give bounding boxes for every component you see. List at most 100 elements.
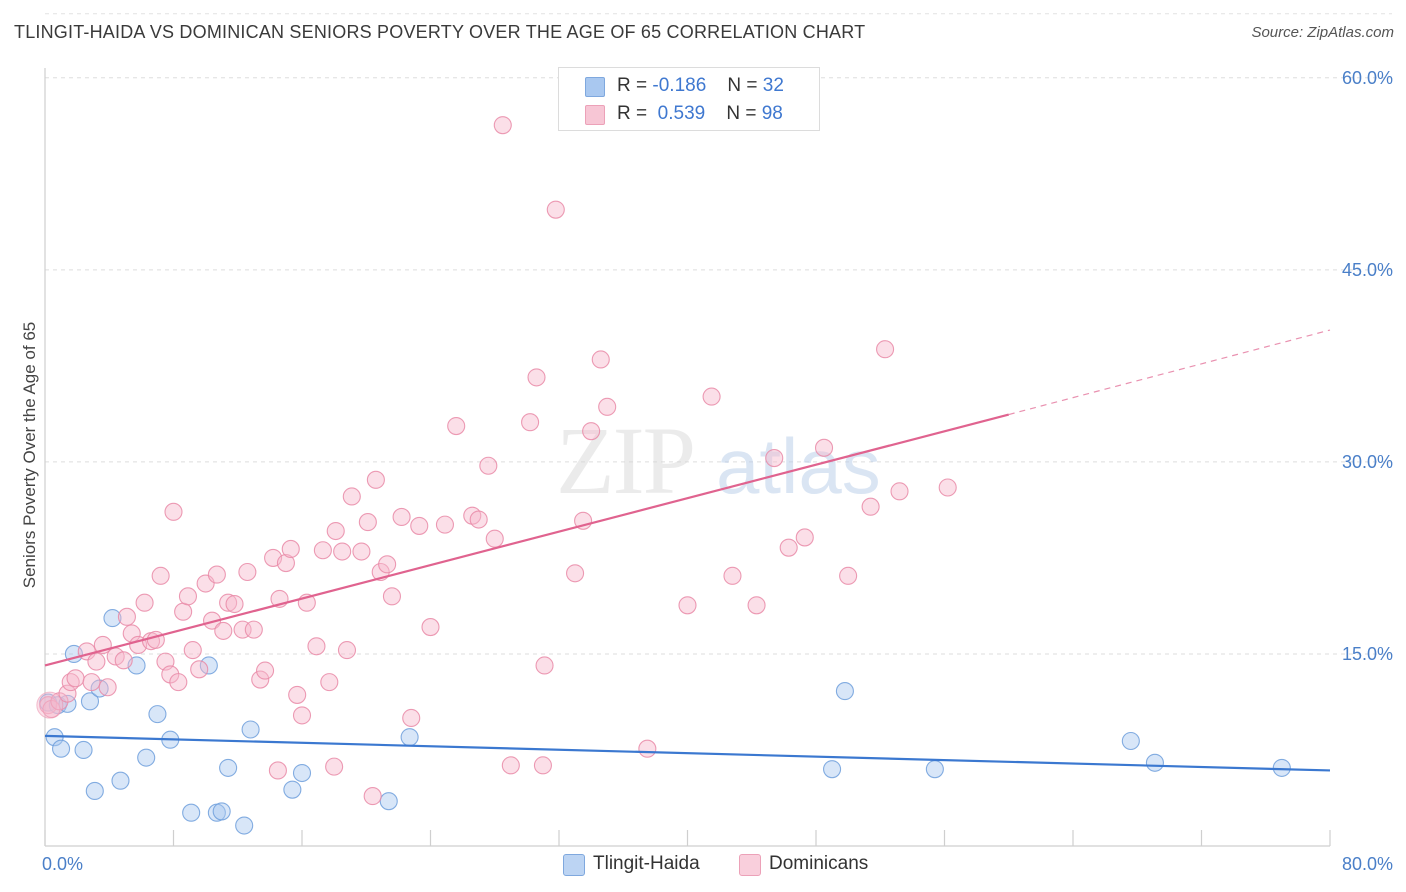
dominicans-point	[392, 507, 411, 527]
dominicans-point	[723, 566, 742, 585]
chart-title: TLINGIT-HAIDA VS DOMINICAN SENIORS POVER…	[14, 22, 866, 42]
tlingit-haida-point	[212, 802, 231, 821]
dominicans-point	[190, 660, 209, 679]
dominicans-point	[333, 542, 352, 561]
dominicans-point	[779, 538, 798, 557]
legend-label: Tlingit-Haida	[593, 853, 700, 874]
dominicans-point	[747, 596, 766, 615]
dominicans-point	[98, 678, 117, 697]
dominicans-point	[402, 708, 421, 728]
dominicans-point	[325, 757, 344, 776]
tlingit-haida-point	[182, 803, 201, 822]
dominicans-point	[876, 340, 895, 359]
dominicans-point	[183, 641, 202, 660]
legend-swatch-pink	[585, 105, 605, 125]
dominicans-point	[268, 761, 287, 780]
dominicans-point	[702, 387, 721, 406]
dominicans-point	[638, 739, 657, 758]
tlingit-haida-point	[219, 758, 238, 777]
tlingit-haida-point	[148, 705, 167, 724]
legend-r-label: R =	[617, 103, 648, 124]
dominicans-point	[288, 685, 307, 704]
tlingit-haida-point	[85, 781, 104, 800]
legend-swatch-pink	[739, 854, 761, 876]
dominicans-point	[363, 787, 382, 806]
dominicans-point	[342, 487, 361, 506]
x-tick-label: 0.0%	[42, 854, 83, 874]
dominicans-point	[535, 656, 554, 675]
dominicans-point	[58, 684, 77, 703]
tlingit-haida-trend-line	[44, 734, 1331, 772]
y-tick-label: 15.0%	[1342, 644, 1393, 664]
tlingit-haida-point	[835, 682, 854, 701]
tlingit-haida-point	[1272, 758, 1291, 777]
tlingit-haida-point	[292, 763, 312, 783]
dominicans-point	[485, 529, 504, 548]
dominicans-point	[225, 594, 244, 614]
legend-swatch-blue	[585, 77, 605, 97]
tlingit-haida-point	[823, 760, 842, 779]
dominicans-point	[36, 691, 64, 719]
legend-n-label: N =	[727, 75, 758, 96]
dominicans-point	[566, 564, 585, 583]
legend-label: Dominicans	[769, 853, 869, 874]
watermark: ZIP atlas	[556, 407, 881, 514]
dominicans-trend-line	[44, 413, 1010, 667]
tlingit-haida-point	[137, 748, 156, 767]
tlingit-haida-point	[241, 720, 260, 739]
tlingit-haida-point	[925, 760, 944, 779]
dominicans-point	[251, 670, 270, 689]
dominicans-point	[82, 673, 101, 692]
tlingit-haida-point	[283, 780, 302, 799]
dominicans-point	[861, 497, 880, 516]
dominicans-point	[151, 566, 170, 585]
dominicans-point	[591, 350, 610, 369]
dominicans-point	[890, 482, 909, 501]
dominicans-point	[169, 673, 188, 692]
dominicans-point	[479, 456, 498, 475]
dominicans-point	[174, 602, 193, 621]
tlingit-haida-point	[400, 728, 419, 747]
dominicans-point	[219, 593, 238, 612]
dominicans-point	[582, 422, 601, 441]
dominicans-point	[795, 528, 814, 547]
dominicans-point	[281, 539, 300, 559]
legend-n-value: 32	[762, 75, 784, 96]
dominicans-point	[366, 470, 385, 489]
dominicans-point	[938, 478, 957, 497]
watermark-atlas: atlas	[716, 422, 881, 510]
dominicans-point	[164, 502, 183, 521]
legend-r-value: -0.186	[652, 75, 707, 96]
trend-lines	[44, 329, 1331, 772]
dominicans-point	[117, 607, 136, 626]
legend-r-label: R =	[617, 75, 648, 96]
dominicans-point	[469, 510, 488, 529]
dominicans-point	[207, 565, 226, 584]
y-tick-label: 45.0%	[1342, 260, 1393, 280]
dominicans-point	[358, 513, 377, 532]
dominicans-point	[292, 706, 312, 725]
tlingit-haida-point	[80, 692, 100, 711]
axes	[44, 68, 1331, 847]
dominicans-point	[320, 673, 339, 692]
dominicans-point	[214, 621, 233, 640]
legend-n-label: N =	[726, 103, 757, 124]
dominicans-point	[244, 620, 263, 639]
dominicans-point	[307, 637, 326, 656]
tlingit-haida-point	[199, 656, 218, 675]
dominicans-point	[493, 116, 512, 135]
dominicans-point	[447, 416, 466, 436]
dominicans-point	[546, 200, 565, 219]
watermark-zip: ZIP	[556, 407, 694, 514]
dominicans-point	[501, 756, 520, 775]
tlingit-haida-point	[103, 609, 122, 628]
y-tick-label: 30.0%	[1342, 452, 1393, 472]
tlingit-haida-point	[379, 792, 398, 811]
source-credit: Source: ZipAtlas.com	[1251, 24, 1394, 41]
dominicans-point	[410, 516, 429, 535]
dominicans-point	[598, 397, 617, 416]
dominicans-point	[178, 587, 198, 606]
dominicans-point	[378, 555, 397, 574]
dominicans-trend-extension	[1008, 329, 1331, 416]
tick-labels: 15.0% 30.0% 45.0% 60.0% 0.0% 80.0%	[42, 68, 1393, 874]
